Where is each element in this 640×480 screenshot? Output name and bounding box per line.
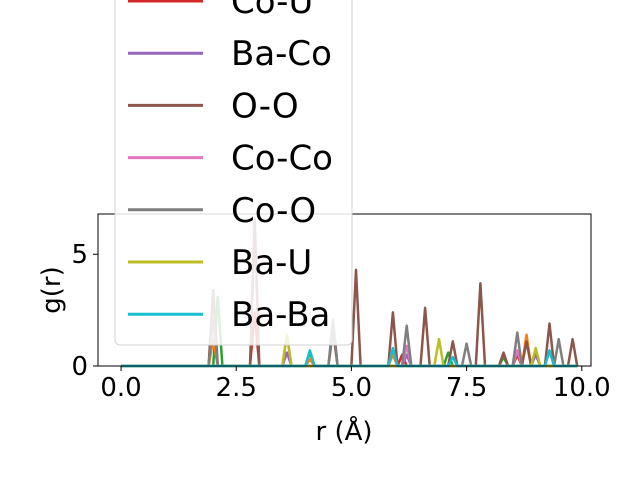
y-tick-label: 0 [71,352,88,382]
legend-label: O-O [231,86,299,126]
legend-label: Co-U [231,0,313,22]
y-tick-label: 5 [71,240,88,270]
x-tick-label: 10.0 [553,373,611,403]
x-axis-label: r (Å) [315,415,372,447]
x-tick-label: 5.0 [331,373,372,403]
legend-label: Ba-Co [231,34,332,74]
legend-box [114,0,353,346]
legend-label: Co-O [231,191,316,231]
y-axis-label: g(r) [37,266,67,313]
x-tick-label: 2.5 [216,373,257,403]
legend: Co-U Ba-Co O-O Co-Co Co-O Ba-U Ba-Ba [114,0,353,346]
legend-label: Ba-U [231,243,312,283]
x-axis: 0.0 2.5 5.0 7.5 10.0 [100,366,611,403]
series-line-4 [121,351,578,368]
x-tick-label: 0.0 [100,373,141,403]
series-line-9 [121,346,578,368]
y-axis: 05 [71,240,98,382]
legend-label: Ba-Ba [231,295,330,335]
legend-label: Co-Co [231,139,333,179]
x-tick-label: 7.5 [446,373,487,403]
